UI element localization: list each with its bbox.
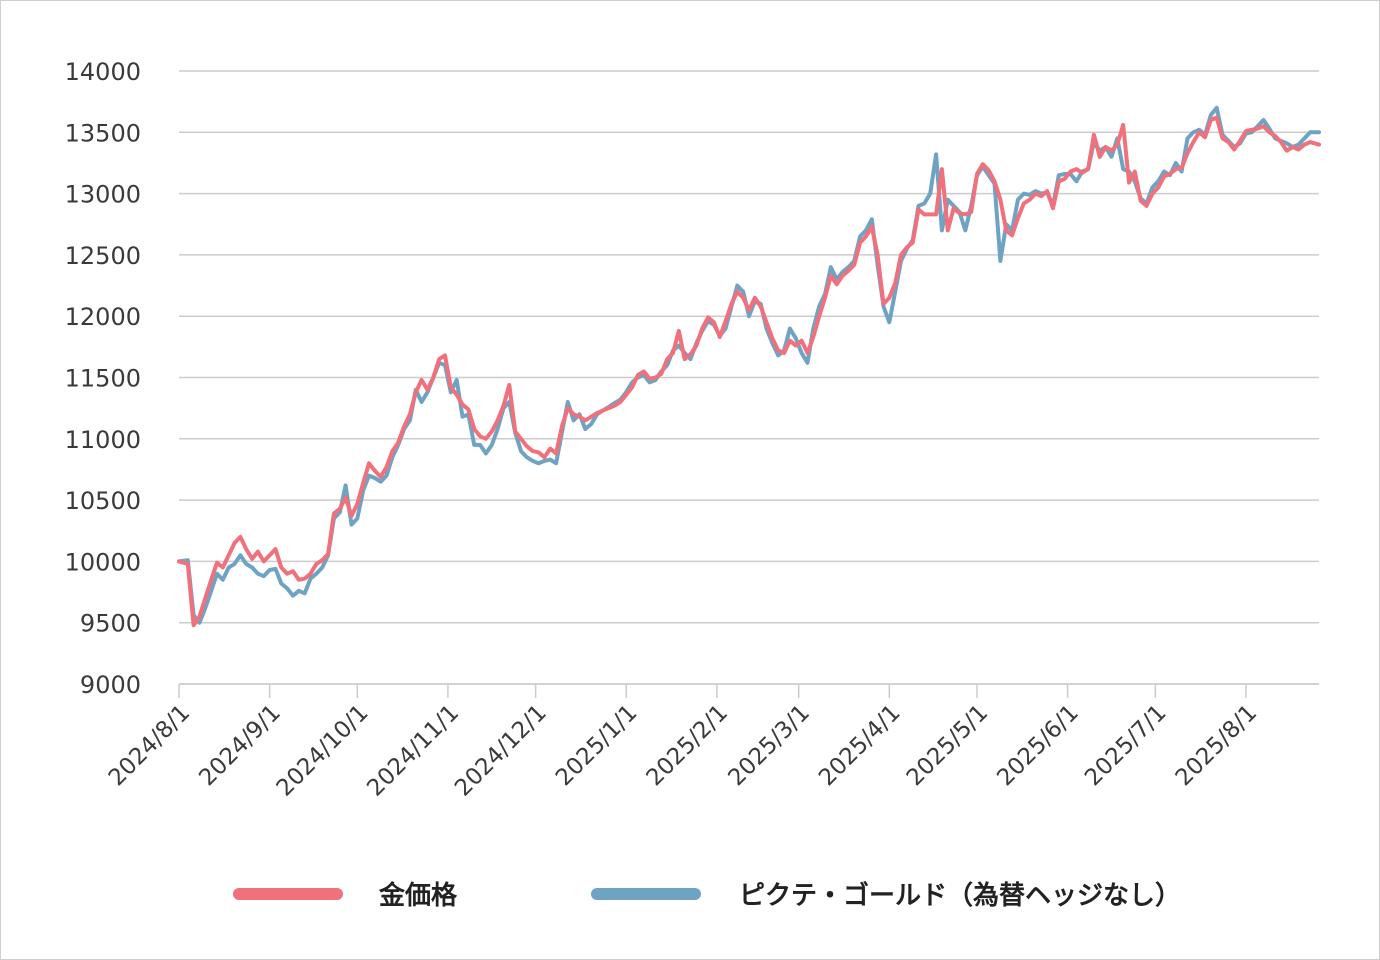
series-line-gold-price — [177, 115, 1321, 628]
x-tick-label: 2024/8/1 — [104, 700, 195, 791]
x-tick-label: 2025/7/1 — [1080, 700, 1171, 791]
x-tick-label: 2025/4/1 — [814, 700, 905, 791]
x-tick-label: 2025/5/1 — [902, 700, 993, 791]
y-tick-label: 9500 — [80, 610, 141, 638]
y-tick-label: 10000 — [65, 548, 141, 576]
y-tick-label: 12500 — [65, 242, 141, 270]
x-tick-label: 2024/11/1 — [362, 700, 464, 802]
x-tick-label: 2025/2/1 — [642, 700, 733, 791]
x-tick-label: 2024/9/1 — [194, 700, 285, 791]
x-tick-label: 2024/12/1 — [450, 700, 552, 802]
series-line-pictet-gold — [177, 105, 1321, 625]
y-tick-label: 13000 — [65, 181, 141, 209]
legend-item-pictet-gold-label: ピクテ・ゴールド（為替ヘッジなし） — [739, 880, 1181, 911]
x-axis: 2024/8/1 2024/9/12024/10/12024/11/12024/1… — [104, 683, 1319, 802]
y-tick-label: 9000 — [80, 671, 141, 699]
y-tick-label: 10500 — [65, 487, 141, 515]
y-tick-label: 11000 — [65, 426, 141, 454]
x-tick-label: 2025/1/1 — [551, 700, 642, 791]
y-tick-label: 13500 — [65, 119, 141, 147]
series-lines — [177, 105, 1321, 628]
x-tick-label: 2025/3/1 — [723, 700, 814, 791]
y-tick-label: 14000 — [65, 58, 141, 86]
legend: 金価格 ピクテ・ゴールド（為替ヘッジなし） — [233, 880, 1181, 911]
y-tick-label: 12000 — [65, 303, 141, 331]
x-tick-label: 2024/10/1 — [272, 700, 374, 802]
legend-item-gold-price-label: 金価格 — [378, 880, 458, 911]
gridlines — [179, 70, 1319, 685]
x-tick-label: 2025/8/1 — [1171, 700, 1262, 791]
y-axis-ticks: 14000 13500 13000 12500 12000 11500 11000 10500… — [65, 58, 141, 699]
x-tick-label: 2025/6/1 — [992, 700, 1083, 791]
y-tick-label: 11500 — [65, 365, 141, 393]
